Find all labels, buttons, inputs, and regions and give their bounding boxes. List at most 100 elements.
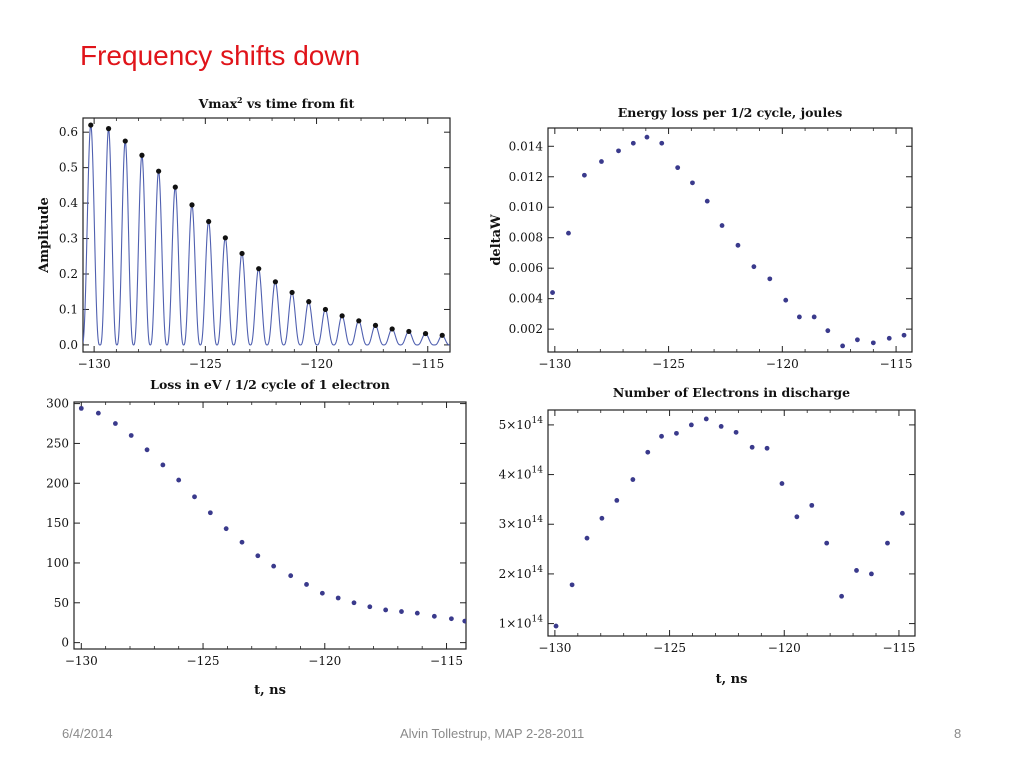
y-axis-label: Amplitude <box>37 197 52 274</box>
data-point <box>616 148 621 154</box>
data-point <box>674 430 679 436</box>
peak-point <box>322 306 329 313</box>
data-point <box>869 571 874 577</box>
y-tick-label: 0.3 <box>59 232 78 246</box>
peak-point <box>139 152 145 158</box>
peak-point <box>88 122 94 128</box>
peak-point <box>406 328 412 335</box>
peak-point <box>172 184 178 190</box>
y-tick-label: 0.0 <box>59 338 78 352</box>
chart-title: Loss in eV / 1/2 cycle of 1 electron <box>150 377 390 392</box>
x-tick-label: −125 <box>187 654 220 668</box>
data-point <box>367 604 373 610</box>
y-tick-label: 50 <box>54 596 69 610</box>
peak-point <box>222 235 228 241</box>
x-tick-label: −120 <box>766 357 799 371</box>
y-tick-label: 0.014 <box>509 139 544 153</box>
data-point <box>239 539 245 545</box>
peak-point <box>389 326 395 332</box>
data-point <box>886 335 892 341</box>
x-tick-label: −130 <box>538 641 571 655</box>
data-point <box>840 343 846 349</box>
data-point <box>112 421 118 426</box>
y-tick-label: 0.002 <box>509 322 543 336</box>
data-point <box>223 526 229 532</box>
y-tick-label: 2×1014 <box>499 565 544 581</box>
chart-title: Energy loss per 1/2 cycle, joules <box>618 105 843 120</box>
data-point <box>255 553 261 559</box>
peak-point <box>189 202 195 208</box>
plot-area <box>78 405 466 624</box>
data-point <box>735 242 741 248</box>
data-point <box>901 332 907 338</box>
plot-frame <box>73 401 467 650</box>
data-point <box>630 140 636 146</box>
data-point <box>644 134 650 140</box>
data-point <box>304 582 309 587</box>
peak-point <box>439 332 445 338</box>
data-point <box>582 172 587 178</box>
y-tick-label: 0.006 <box>509 261 543 275</box>
slide-title: Frequency shifts down <box>80 40 361 71</box>
data-point <box>95 410 101 416</box>
data-point <box>794 514 800 520</box>
footer-date: 6/4/2014 <box>62 726 113 741</box>
data-point <box>319 590 325 596</box>
data-point <box>414 610 420 616</box>
plot-area <box>83 122 450 346</box>
data-point <box>176 477 182 483</box>
y-tick-label: 0.6 <box>59 125 78 139</box>
data-point <box>335 595 341 601</box>
peak-point <box>206 218 212 225</box>
data-point <box>767 276 773 282</box>
data-point <box>448 616 454 622</box>
data-point <box>399 609 404 614</box>
data-point <box>885 540 890 546</box>
data-point <box>704 198 710 204</box>
plot-area <box>553 416 905 629</box>
x-tick-label: −125 <box>652 357 685 371</box>
plot-frame <box>547 127 913 353</box>
data-point <box>824 540 830 546</box>
peak-point <box>289 289 295 296</box>
peak-point <box>105 126 112 132</box>
data-point <box>271 563 277 569</box>
x-tick-label: −130 <box>78 357 111 371</box>
data-point <box>749 444 755 450</box>
plot-frame <box>547 409 916 637</box>
x-tick-label: −120 <box>768 641 801 655</box>
page-number: 8 <box>954 726 962 741</box>
x-tick-label: −115 <box>880 357 913 371</box>
data-point <box>128 433 134 438</box>
plot-frame <box>82 117 451 353</box>
data-point <box>703 416 709 422</box>
y-tick-label: 5×1014 <box>499 416 544 432</box>
data-point <box>733 429 739 435</box>
y-tick-label: 300 <box>46 397 69 411</box>
data-point <box>645 449 651 455</box>
y-tick-label: 0 <box>61 636 69 650</box>
peak-point <box>339 313 345 319</box>
peak-point <box>239 250 245 257</box>
data-point <box>870 340 876 346</box>
data-point <box>796 314 802 320</box>
data-point <box>719 223 725 228</box>
peak-point <box>272 279 278 285</box>
x-tick-label: −130 <box>65 654 98 668</box>
data-point <box>854 568 859 573</box>
data-point <box>569 582 575 588</box>
data-point <box>383 607 389 613</box>
y-tick-label: 200 <box>46 476 69 490</box>
data-point <box>809 502 815 508</box>
y-tick-label: 0.012 <box>509 170 543 184</box>
data-point <box>751 264 757 270</box>
peak-point <box>156 168 162 174</box>
data-point <box>811 314 817 320</box>
data-point <box>783 297 789 303</box>
x-axis-label: t, ns <box>254 683 286 698</box>
data-point <box>584 535 590 541</box>
data-point <box>599 159 604 164</box>
